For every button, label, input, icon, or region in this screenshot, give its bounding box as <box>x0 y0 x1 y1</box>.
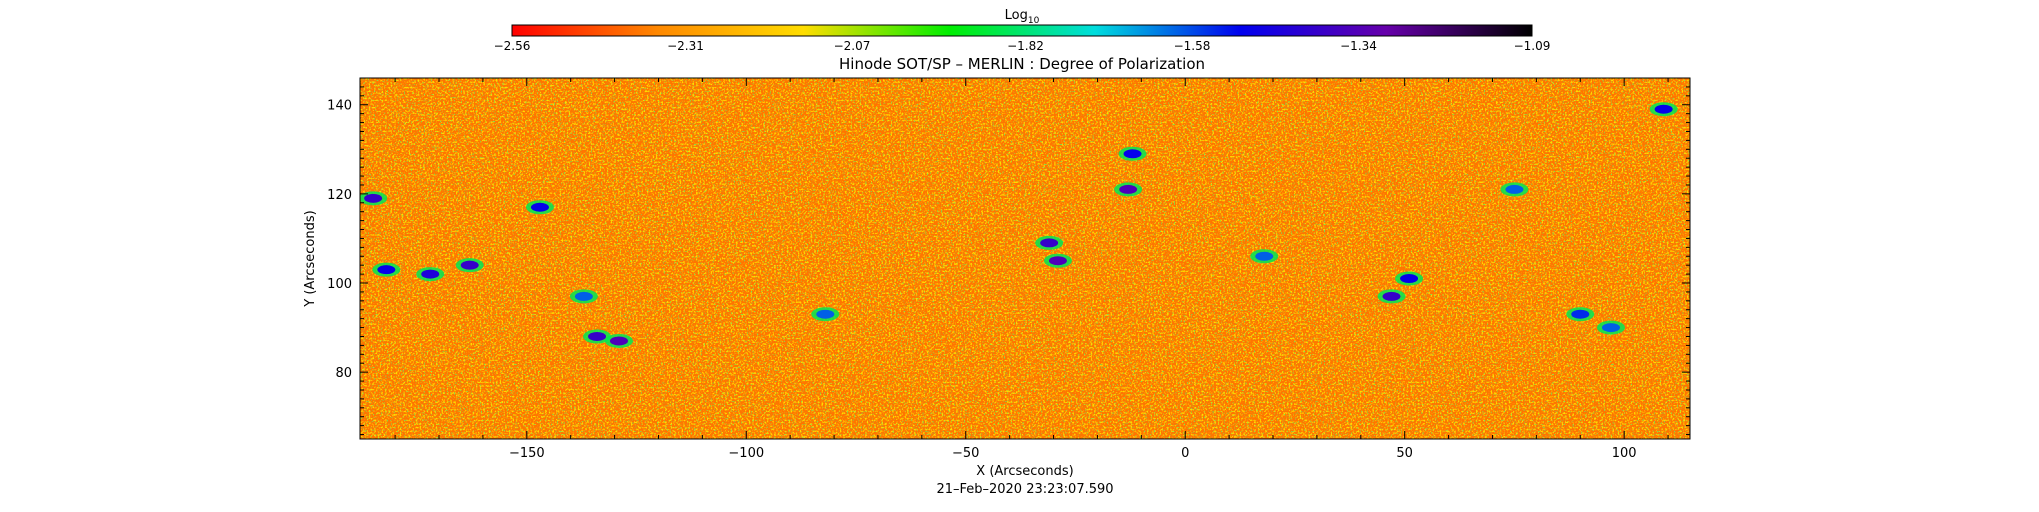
structure-core <box>1048 256 1067 266</box>
colorbar-gradient <box>511 24 1533 37</box>
x-tick-label: 0 <box>1181 446 1189 461</box>
x-axis-label: X (Arcseconds) <box>976 464 1073 479</box>
structure-core <box>1123 149 1142 159</box>
x-tick-label: −150 <box>509 446 545 461</box>
x-axis: −150 −100 −50 0 50 100 <box>394 78 1669 461</box>
colorbar-tick-label: −1.09 <box>1514 39 1551 53</box>
structure-core <box>609 336 628 346</box>
colorbar-tick-label: −1.34 <box>1340 39 1377 53</box>
colorbar: Log10 −2.56 −2.31 −2.07 −1.82 −1.58 −1.34 −1.0… <box>494 8 1551 53</box>
structure-core <box>1654 104 1673 114</box>
y-tick-label: 80 <box>335 366 352 381</box>
y-tick-label: 140 <box>327 99 352 114</box>
heatmap-structures <box>360 102 1678 348</box>
timestamp: 21–Feb–2020 23:23:07.590 <box>936 482 1113 497</box>
y-tick-label: 120 <box>327 188 352 203</box>
structure-core <box>1400 274 1419 284</box>
colorbar-ticks: −2.56 −2.31 −2.07 −1.82 −1.58 −1.34 −1.09 <box>494 39 1551 53</box>
structure-core <box>377 265 396 275</box>
structure-core <box>421 269 440 279</box>
colorbar-tick-label: −2.31 <box>667 39 704 53</box>
x-tick-label: −50 <box>952 446 979 461</box>
colorbar-label: Log10 <box>1005 8 1040 26</box>
structure-core <box>364 193 383 203</box>
colorbar-tick-label: −1.82 <box>1007 39 1044 53</box>
heatmap-texture-green <box>360 78 1690 439</box>
chart-title: Hinode SOT/SP – MERLIN : Degree of Polar… <box>839 55 1205 73</box>
colorbar-label-base: Log <box>1005 8 1028 23</box>
y-axis: 80 100 120 140 <box>327 77 1690 436</box>
plot-frame <box>359 77 1691 440</box>
colorbar-label-subscript: 10 <box>1028 16 1040 26</box>
structure-core <box>1571 309 1590 319</box>
y-tick-label: 100 <box>327 277 352 292</box>
colorbar-tick-label: −1.58 <box>1174 39 1211 53</box>
structure-core <box>1119 184 1138 194</box>
x-tick-label: 100 <box>1612 446 1637 461</box>
structure-core <box>1601 323 1620 333</box>
structure-core <box>1382 291 1401 301</box>
structure-core <box>1040 238 1059 248</box>
structure-core <box>530 202 549 212</box>
structure-core <box>1505 184 1524 194</box>
x-tick-label: −100 <box>728 446 764 461</box>
heatmap-plot-area <box>360 78 1690 439</box>
structure-core <box>588 331 607 341</box>
colorbar-tick-label: −2.07 <box>834 39 871 53</box>
structure-core <box>816 309 835 319</box>
structure-core <box>574 291 593 301</box>
structure-core <box>1255 251 1274 261</box>
colorbar-tick-label: −2.56 <box>494 39 531 53</box>
structure-core <box>460 260 479 270</box>
x-tick-label: 50 <box>1396 446 1413 461</box>
y-axis-label: Y (Arcseconds) <box>303 210 318 307</box>
